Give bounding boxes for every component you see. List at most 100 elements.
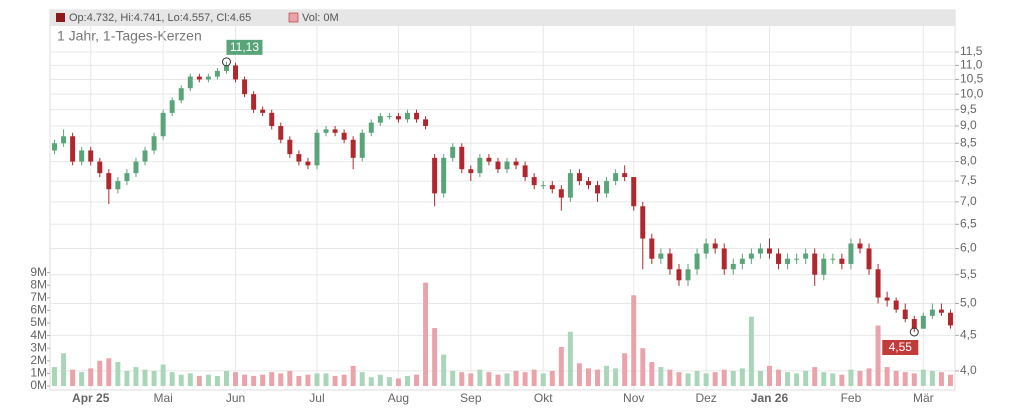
volume-bar (531, 369, 537, 386)
volume-bar (368, 377, 374, 386)
candle-body (676, 269, 682, 281)
volume-bar (821, 372, 827, 386)
y-tick-label: 8,5 (960, 135, 977, 149)
max-label: 11,13 (230, 40, 259, 54)
x-tick-label: Jun (226, 391, 245, 405)
candle-body (151, 136, 157, 151)
x-tick-label: Jul (309, 391, 324, 405)
volume-bar (305, 374, 311, 386)
max-label-box (226, 39, 263, 55)
candle-body (70, 136, 76, 162)
candle-body (839, 258, 845, 264)
volume-bar (576, 363, 582, 386)
volume-bar (658, 367, 664, 386)
candle-body (531, 177, 537, 186)
volume-bar (486, 372, 492, 386)
candle-body (812, 253, 818, 275)
volume-bar (785, 372, 791, 386)
candle-body (785, 258, 791, 264)
y2-tick-label: 8M (30, 277, 47, 291)
volume-bar (712, 372, 718, 386)
volume-bar (468, 373, 474, 386)
volume-bar (812, 367, 818, 386)
candle-body (866, 248, 872, 270)
x-tick-label: Apr 25 (72, 391, 110, 405)
volume-bar (377, 374, 383, 386)
candle-body (269, 112, 275, 127)
volume-bar (739, 368, 745, 386)
candle-body (803, 253, 809, 259)
volume-bar (269, 372, 275, 386)
x-tick-label: Jan 26 (751, 391, 789, 405)
volume-bar (106, 358, 112, 386)
volume-bar (549, 370, 555, 386)
volume-bar (522, 372, 528, 386)
volume-bar (151, 370, 157, 386)
min-label-box (882, 340, 919, 356)
y2-tick-label: 9M (30, 265, 47, 279)
volume-bar (115, 362, 121, 386)
candle-body (884, 297, 890, 301)
volume-bar (613, 368, 619, 386)
x-tick-label: Okt (534, 391, 553, 405)
volume-bar (223, 370, 229, 386)
y-tick-label: 5,0 (960, 296, 977, 310)
y2-tick-label: 7M (30, 290, 47, 304)
y2-tick-label: 1M (30, 366, 47, 380)
volume-bar (160, 364, 166, 386)
candle-body (423, 119, 429, 127)
volume-bar (776, 369, 782, 386)
y-tick-label: 11,5 (960, 44, 983, 58)
candle-body (404, 112, 410, 120)
volume-bar (748, 316, 754, 386)
candle-body (79, 150, 85, 162)
volume-bar (640, 348, 646, 386)
min-label: 4,55 (889, 340, 913, 354)
y2-tick-label: 4M (30, 328, 47, 342)
candle-body (748, 253, 754, 259)
candle-body (477, 157, 483, 174)
candle-body (223, 65, 229, 71)
candle-body (124, 173, 130, 182)
volume-bar (142, 369, 148, 386)
volume-bar (432, 328, 438, 386)
candle-body (395, 116, 401, 120)
volume-bar (70, 369, 76, 386)
volume-bar (169, 372, 175, 386)
candle-body (694, 253, 700, 270)
candle-body (776, 253, 782, 264)
candle-body (242, 79, 248, 95)
candle-body (459, 146, 465, 170)
volume-bar (278, 373, 284, 386)
volume-bar (314, 373, 320, 386)
candle-body (115, 181, 121, 190)
candle-body (513, 161, 519, 166)
volume-swatch (288, 12, 299, 23)
y2-tick-label: 6M (30, 303, 47, 317)
volume-bar (730, 370, 736, 386)
volume-bar (423, 282, 429, 386)
candle-body (595, 185, 601, 194)
candle-body (368, 122, 374, 133)
candle-body (830, 258, 836, 260)
volume-bar (757, 370, 763, 386)
volume-bar (513, 370, 519, 386)
volume-bar (196, 375, 202, 386)
candle-body (938, 309, 944, 313)
volume-bar (585, 368, 591, 386)
x-tick-label: Nov (623, 391, 644, 405)
volume-bar (667, 369, 673, 386)
candle-body (196, 76, 202, 80)
volume-bar (504, 373, 510, 386)
volume-bar (911, 373, 917, 386)
volume-bar (133, 367, 139, 386)
candle-body (97, 161, 103, 174)
y-tick-label: 6,0 (960, 241, 977, 255)
candle-body (703, 243, 709, 254)
volume-bar (694, 370, 700, 386)
volume-bar (929, 370, 935, 386)
volume-bar (947, 374, 953, 386)
volume-bar (839, 374, 845, 386)
volume-bar (477, 369, 483, 386)
y-tick-label: 9,0 (960, 118, 977, 132)
